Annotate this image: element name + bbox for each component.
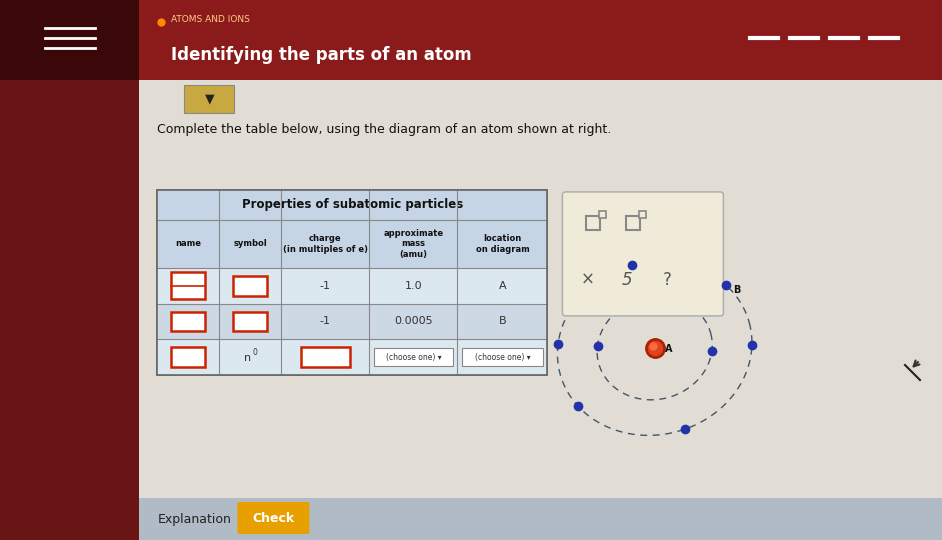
FancyBboxPatch shape xyxy=(599,211,607,218)
Text: B: B xyxy=(498,316,506,326)
FancyBboxPatch shape xyxy=(157,220,547,268)
FancyBboxPatch shape xyxy=(171,312,205,331)
FancyBboxPatch shape xyxy=(157,268,547,303)
Text: Complete the table below, using the diagram of an atom shown at right.: Complete the table below, using the diag… xyxy=(157,124,611,137)
Text: Properties of subatomic particles: Properties of subatomic particles xyxy=(242,198,463,212)
FancyBboxPatch shape xyxy=(157,190,547,220)
FancyBboxPatch shape xyxy=(374,348,453,366)
Text: location
on diagram: location on diagram xyxy=(476,234,529,254)
FancyBboxPatch shape xyxy=(0,0,139,80)
Text: 5: 5 xyxy=(622,271,633,289)
Text: (choose one) ▾: (choose one) ▾ xyxy=(385,353,441,362)
Text: ▼: ▼ xyxy=(204,92,214,105)
FancyBboxPatch shape xyxy=(171,347,205,367)
Text: charge
(in multiples of e): charge (in multiples of e) xyxy=(283,234,368,254)
FancyBboxPatch shape xyxy=(139,80,942,540)
FancyBboxPatch shape xyxy=(234,312,268,331)
FancyBboxPatch shape xyxy=(171,272,205,299)
Text: ?: ? xyxy=(663,271,672,289)
FancyBboxPatch shape xyxy=(139,0,942,80)
Text: A: A xyxy=(498,281,506,291)
Text: 1.0: 1.0 xyxy=(405,281,422,291)
Text: Explanation: Explanation xyxy=(157,512,232,525)
Text: n: n xyxy=(244,353,251,363)
Text: approximate
mass
(amu): approximate mass (amu) xyxy=(383,229,444,259)
Text: name: name xyxy=(175,239,202,248)
FancyBboxPatch shape xyxy=(234,276,268,295)
Text: 0: 0 xyxy=(253,348,258,356)
Text: 0.0005: 0.0005 xyxy=(394,316,432,326)
Text: B: B xyxy=(734,285,741,295)
Text: -1: -1 xyxy=(320,281,331,291)
FancyBboxPatch shape xyxy=(139,498,942,540)
Text: (choose one) ▾: (choose one) ▾ xyxy=(475,353,530,362)
Text: ATOMS AND IONS: ATOMS AND IONS xyxy=(171,16,251,24)
FancyBboxPatch shape xyxy=(157,190,547,375)
FancyBboxPatch shape xyxy=(237,502,309,534)
Text: symbol: symbol xyxy=(234,239,268,248)
Text: A: A xyxy=(665,345,673,354)
Text: Check: Check xyxy=(252,511,295,524)
FancyBboxPatch shape xyxy=(157,303,547,339)
FancyBboxPatch shape xyxy=(562,192,723,316)
FancyBboxPatch shape xyxy=(157,339,547,375)
Text: Identifying the parts of an atom: Identifying the parts of an atom xyxy=(171,46,472,64)
FancyBboxPatch shape xyxy=(301,347,349,367)
Text: ×: × xyxy=(580,271,594,289)
FancyBboxPatch shape xyxy=(640,211,646,218)
FancyBboxPatch shape xyxy=(462,348,543,366)
FancyBboxPatch shape xyxy=(0,0,139,540)
FancyBboxPatch shape xyxy=(185,85,235,113)
Text: -1: -1 xyxy=(320,316,331,326)
